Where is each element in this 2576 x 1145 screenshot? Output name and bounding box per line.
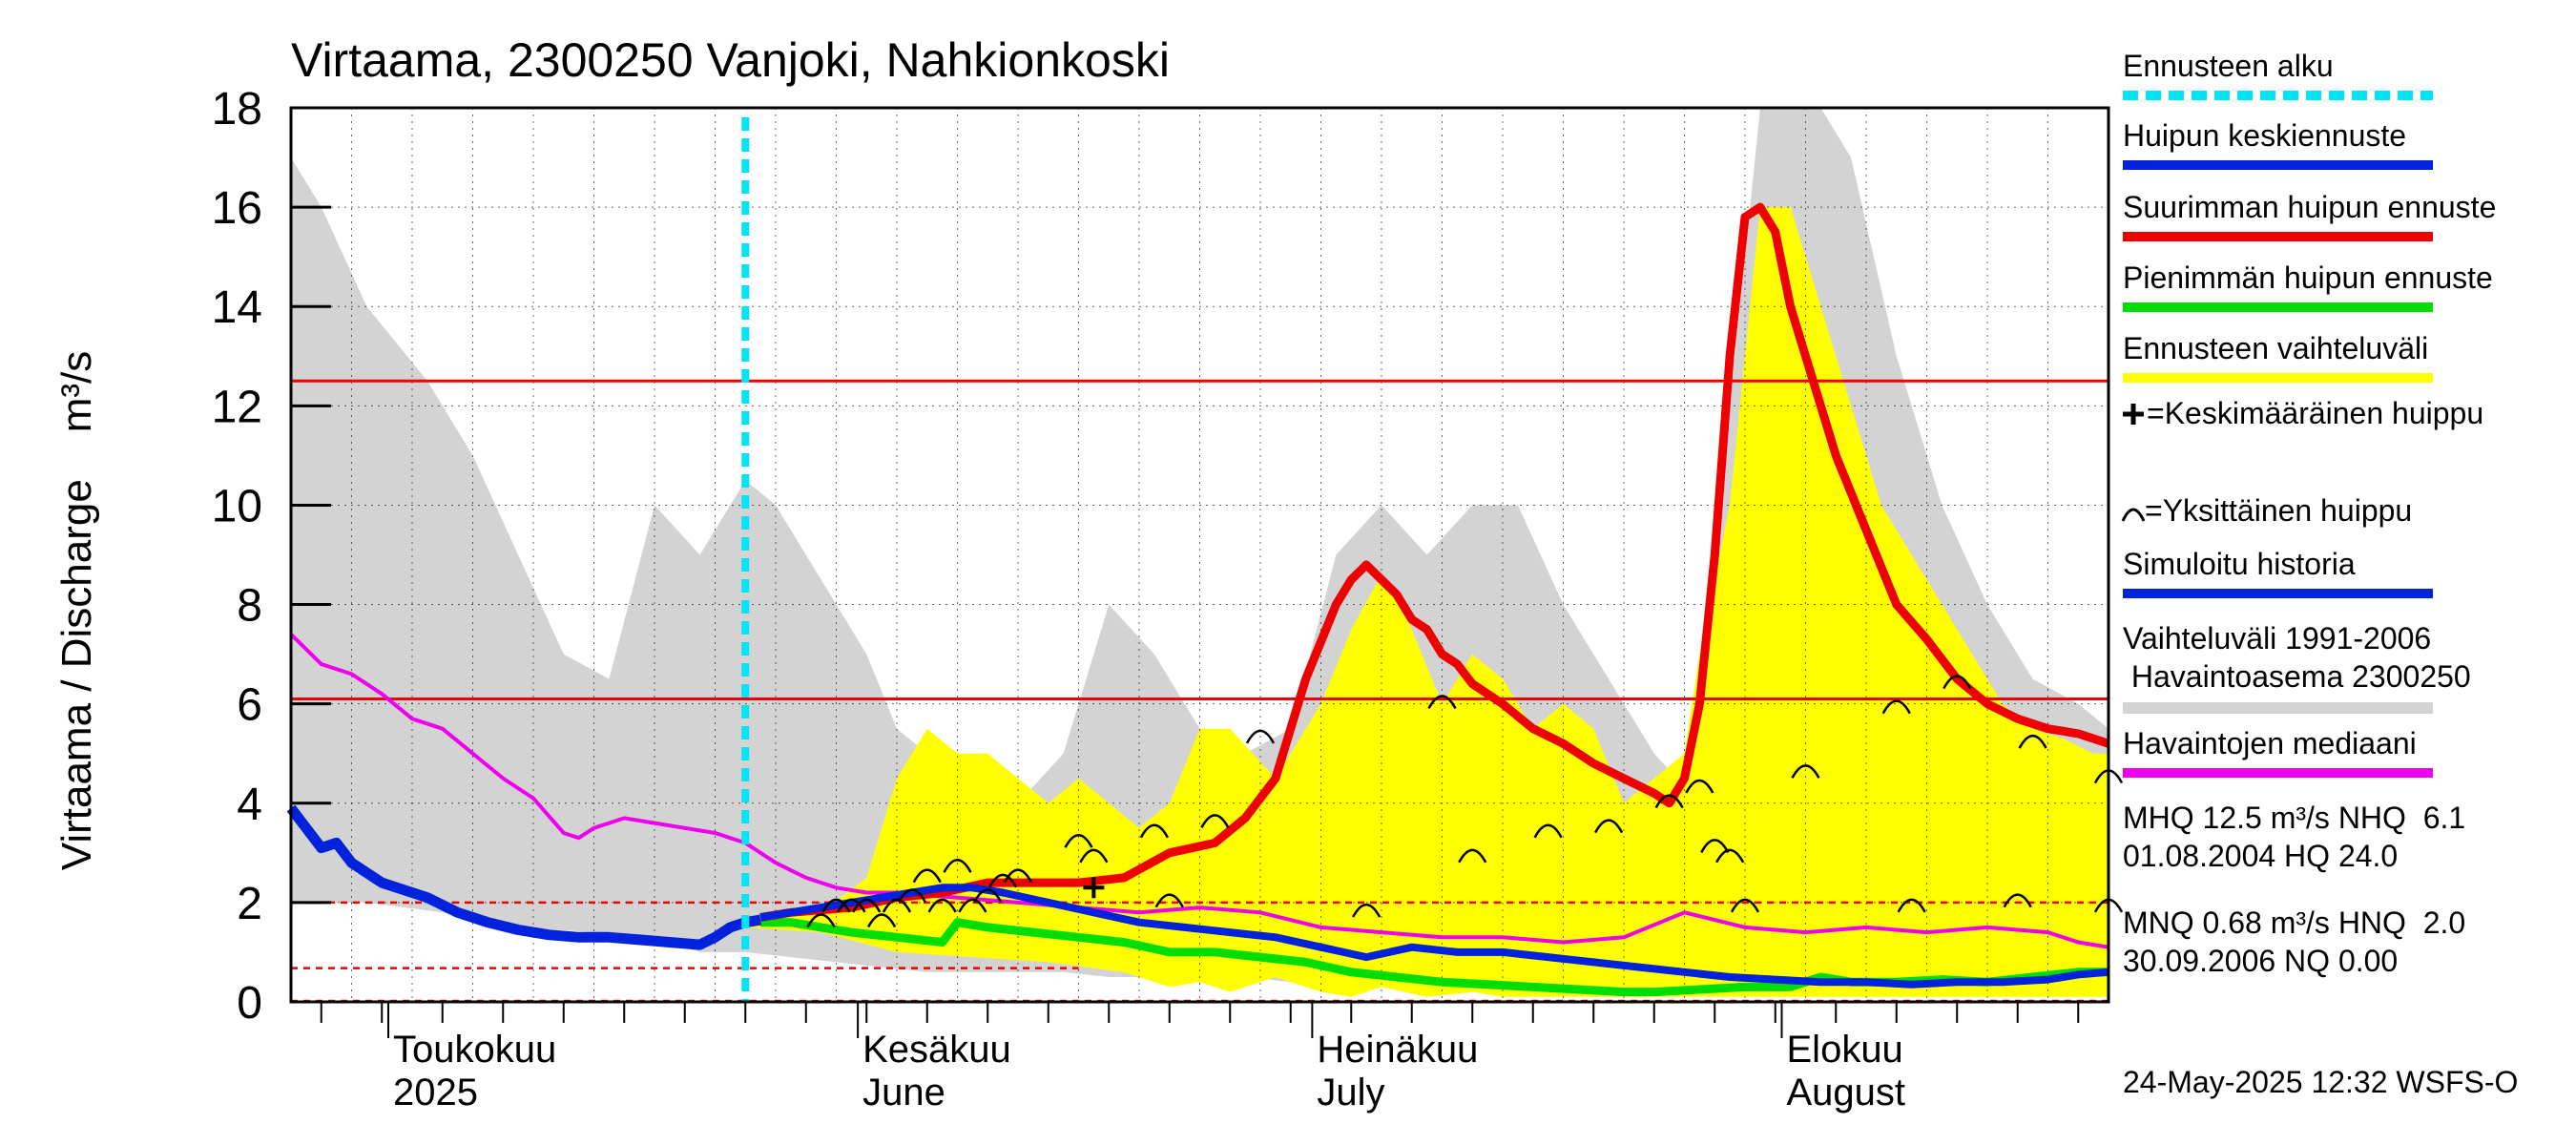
single-peak-marker xyxy=(912,868,942,884)
single-peak-marker xyxy=(1154,893,1184,908)
stats-line-1: MHQ 12.5 m³/s NHQ 6.1 xyxy=(2123,801,2465,835)
y-tick-label: 10 xyxy=(212,481,262,531)
legend-arc-icon xyxy=(2121,508,2146,522)
stats-line-2: 01.08.2004 HQ 24.0 xyxy=(2123,839,2398,873)
x-month-label-en: July xyxy=(1317,1072,1384,1114)
legend-label-part: =Keskimääräinen huippu xyxy=(2147,396,2483,430)
single-peak-marker xyxy=(1594,819,1624,834)
single-peak-marker xyxy=(1730,898,1760,913)
legend-label: Huipun keskiennuste xyxy=(2123,118,2406,153)
y-tick-label: 0 xyxy=(237,978,262,1029)
single-peak-marker xyxy=(1654,794,1684,809)
stats-line-3: MNQ 0.68 m³/s HNQ 2.0 xyxy=(2123,906,2465,940)
y-tick-label: 18 xyxy=(212,84,262,135)
legend-label: Ennusteen alku xyxy=(2123,49,2334,83)
legend-label: Havaintojen mediaani xyxy=(2123,726,2417,760)
single-peak-marker xyxy=(1200,814,1230,828)
y-tick-label: 12 xyxy=(212,382,262,432)
single-peak-marker xyxy=(988,873,1018,888)
legend-label: =Yksittäinen huippu xyxy=(2145,493,2412,528)
single-peak-marker xyxy=(852,898,882,913)
single-peak-marker xyxy=(1079,848,1109,864)
single-peak-marker xyxy=(837,898,866,913)
single-peak-marker xyxy=(958,898,987,913)
x-month-label-fi: Heinäkuu xyxy=(1317,1029,1478,1071)
single-peak-marker xyxy=(1791,764,1820,779)
mean-peak-marker xyxy=(1083,877,1105,899)
legend-label: Suurimman huipun ennuste xyxy=(2123,190,2496,224)
chart-title: Virtaama, 2300250 Vanjoki, Nahkionkoski xyxy=(291,33,1170,87)
single-peak-marker xyxy=(927,898,957,913)
y-tick-label: 4 xyxy=(237,780,262,830)
single-peak-marker xyxy=(2003,893,2032,908)
x-month-label-en: August xyxy=(1787,1072,1906,1114)
single-peak-marker xyxy=(1064,833,1093,848)
single-peak-marker xyxy=(2018,734,2047,749)
legend-label: Ennusteen vaihteluväli xyxy=(2123,331,2428,365)
x-month-label-fi: Elokuu xyxy=(1787,1029,1903,1071)
single-peak-marker xyxy=(1700,839,1730,854)
y-axis-label: Virtaama / Discharge m³/s xyxy=(53,351,100,870)
single-peak-marker xyxy=(1139,823,1169,839)
single-peak-marker xyxy=(806,913,836,928)
y-tick-label: 8 xyxy=(237,581,262,632)
plot-frame xyxy=(289,106,2110,1004)
legend-label: Vaihteluväli 1991-2006 Havaintoasema 230… xyxy=(2123,621,2471,694)
single-peak-marker xyxy=(1715,848,1745,864)
y-tick-label: 16 xyxy=(212,183,262,234)
simulated-history-line xyxy=(286,804,761,950)
single-peak-marker xyxy=(973,888,1003,904)
single-peak-marker xyxy=(897,888,926,904)
single-peak-marker xyxy=(1881,699,1911,715)
single-peak-marker xyxy=(1352,903,1381,918)
single-peak-marker xyxy=(1685,779,1714,794)
history-variation-band xyxy=(291,108,2109,988)
single-peak-marker xyxy=(1427,695,1457,710)
single-peak-marker xyxy=(1245,729,1276,744)
legend-label: Simuloitu historia xyxy=(2123,547,2356,581)
plot-area xyxy=(286,108,2124,1003)
single-peak-marker xyxy=(1897,898,1926,913)
x-month-label-en: June xyxy=(862,1072,945,1114)
footer-timestamp: 24-May-2025 12:32 WSFS-O xyxy=(2123,1065,2518,1099)
y-tick-label: 2 xyxy=(237,879,262,929)
legend-label: Pienimmän huipun ennuste xyxy=(2123,260,2493,295)
legend-label-part: Vaihteluväli 1991-2006 xyxy=(2123,621,2431,656)
legend: Ennusteen alku Huipun keskiennuste Suurimm… xyxy=(2121,49,2496,778)
single-peak-marker xyxy=(867,913,897,928)
y-tick-label: 6 xyxy=(237,680,262,731)
x-month-label-en: 2025 xyxy=(393,1072,478,1114)
legend-plus-icon xyxy=(2123,404,2144,425)
single-peak-marker xyxy=(1458,848,1487,864)
mean-peak-forecast-line xyxy=(759,884,2109,989)
single-peak-marker xyxy=(1003,868,1033,884)
single-peak-marker xyxy=(821,898,851,913)
single-peak-marker xyxy=(943,859,972,873)
forecast-variation-band xyxy=(745,207,2109,997)
stats-line-4: 30.09.2006 NQ 0.00 xyxy=(2123,944,2398,978)
y-tick-label: 14 xyxy=(212,282,262,333)
legend-label-part: Havaintoasema 2300250 xyxy=(2123,659,2471,694)
x-month-label-fi: Kesäkuu xyxy=(862,1029,1011,1071)
single-peak-marker xyxy=(1942,675,1972,690)
x-month-label-fi: Toukokuu xyxy=(393,1029,556,1071)
legend-label: =Keskimääräinen huippu xyxy=(2147,396,2483,430)
single-peak-marker xyxy=(1533,823,1563,839)
single-peak-marker xyxy=(882,898,912,913)
